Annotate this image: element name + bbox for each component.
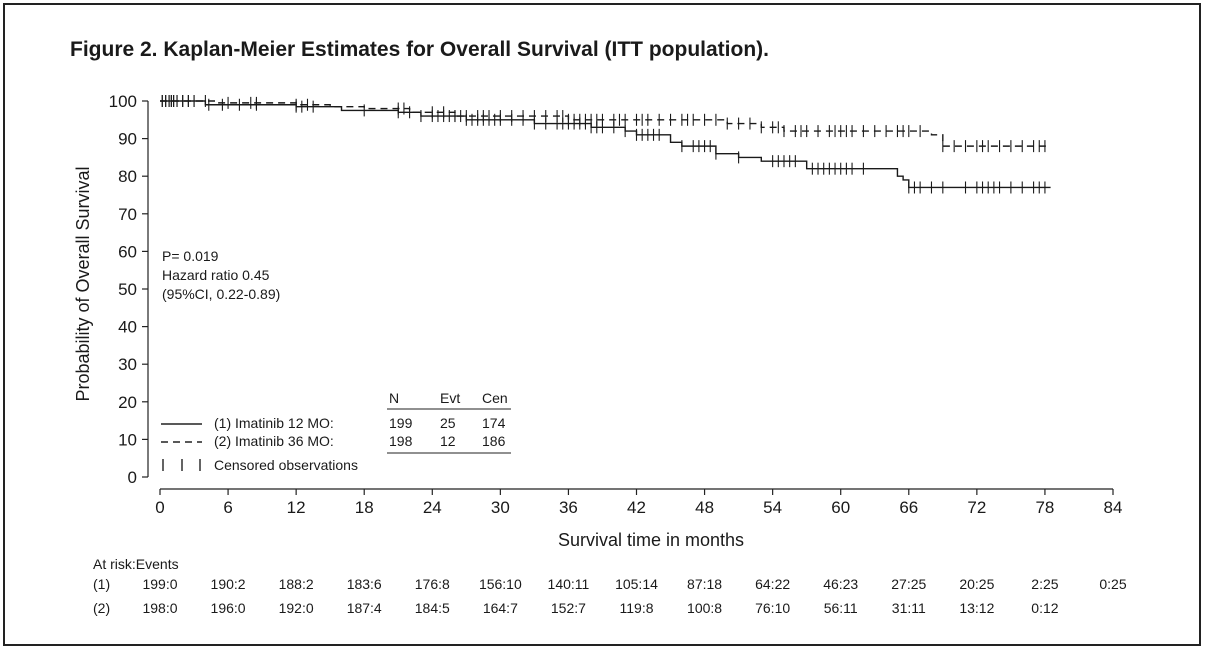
at-risk-value: 105:14 bbox=[615, 576, 658, 592]
x-tick-label: 48 bbox=[695, 498, 714, 517]
at-risk-value: 56:11 bbox=[824, 600, 858, 616]
legend-n-series-1: 199 bbox=[389, 415, 413, 431]
at-risk-value: 119:8 bbox=[620, 600, 654, 616]
y-tick-label: 10 bbox=[118, 430, 137, 449]
legend-censor-label: Censored observations bbox=[214, 457, 358, 473]
at-risk-value: 187:4 bbox=[347, 600, 382, 616]
at-risk-value: 13:12 bbox=[959, 600, 994, 616]
at-risk-value: 183:6 bbox=[347, 576, 382, 592]
at-risk-value: 198:0 bbox=[142, 600, 177, 616]
legend-label-series-1: (1) Imatinib 12 MO: bbox=[214, 415, 334, 431]
at-risk-value: 152:7 bbox=[551, 600, 586, 616]
x-tick-label: 12 bbox=[287, 498, 306, 517]
confidence-interval: (95%CI, 0.22-0.89) bbox=[162, 286, 280, 302]
at-risk-value: 46:23 bbox=[823, 576, 858, 592]
y-tick-label: 60 bbox=[118, 242, 137, 261]
at-risk-value: 184:5 bbox=[415, 600, 450, 616]
at-risk-value: 76:10 bbox=[755, 600, 790, 616]
at-risk-value: 87:18 bbox=[687, 576, 722, 592]
x-tick-label: 84 bbox=[1104, 498, 1123, 517]
at-risk-value: 2:25 bbox=[1031, 576, 1058, 592]
survival-curve-series-2 bbox=[160, 100, 1051, 147]
legend-header-cen: Cen bbox=[482, 390, 508, 406]
y-tick-label: 40 bbox=[118, 318, 137, 337]
at-risk-value: 31:11 bbox=[892, 600, 926, 616]
legend-label-series-2: (2) Imatinib 36 MO: bbox=[214, 433, 334, 449]
p-value: P= 0.019 bbox=[162, 248, 219, 264]
at-risk-value: 27:25 bbox=[891, 576, 926, 592]
y-axis-label: Probability of Overall Survival bbox=[73, 166, 93, 401]
x-tick-label: 36 bbox=[559, 498, 578, 517]
legend-censor-swatch bbox=[162, 459, 201, 471]
legend-evt-series-1: 25 bbox=[440, 415, 456, 431]
y-tick-label: 30 bbox=[118, 355, 137, 374]
x-tick-label: 0 bbox=[155, 498, 164, 517]
at-risk-value: 199:0 bbox=[142, 576, 177, 592]
at-risk-value: 190:2 bbox=[211, 576, 246, 592]
chart-axes: 0 10 20 30 40 50 60 70 80 90 100 0 6 12 18 24 30 36 42 48 54… bbox=[109, 92, 1123, 517]
x-tick-label: 60 bbox=[831, 498, 850, 517]
at-risk-value: 100:8 bbox=[687, 600, 722, 616]
y-tick-label: 70 bbox=[118, 205, 137, 224]
x-tick-label: 6 bbox=[223, 498, 232, 517]
legend-header-evt: Evt bbox=[440, 390, 460, 406]
legend-header-n: N bbox=[389, 390, 399, 406]
y-tick-label: 80 bbox=[118, 167, 137, 186]
at-risk-value: 64:22 bbox=[755, 576, 790, 592]
censor-marks bbox=[161, 95, 1046, 194]
at-risk-value: 196:0 bbox=[211, 600, 246, 616]
at-risk-value: 192:0 bbox=[279, 600, 314, 616]
at-risk-value: 188:2 bbox=[279, 576, 314, 592]
chart-legend: N Evt Cen (1) Imatinib 12 MO: 199 25 174… bbox=[161, 390, 511, 473]
at-risk-value: 140:11 bbox=[548, 576, 590, 592]
legend-n-series-2: 198 bbox=[389, 433, 413, 449]
at-risk-value: 0:25 bbox=[1099, 576, 1126, 592]
x-tick-label: 24 bbox=[423, 498, 442, 517]
hazard-ratio: Hazard ratio 0.45 bbox=[162, 267, 270, 283]
x-tick-label: 18 bbox=[355, 498, 374, 517]
y-tick-label: 90 bbox=[118, 130, 137, 149]
legend-evt-series-2: 12 bbox=[440, 433, 456, 449]
at-risk-table: At risk:Events (1) 199:0 190:2 188:2 183:6 17… bbox=[93, 556, 1127, 616]
x-tick-label: 30 bbox=[491, 498, 510, 517]
at-risk-value: 164:7 bbox=[483, 600, 518, 616]
x-tick-label: 66 bbox=[899, 498, 918, 517]
at-risk-value: 176:8 bbox=[415, 576, 450, 592]
y-tick-label: 20 bbox=[118, 393, 137, 412]
figure-title: Figure 2. Kaplan-Meier Estimates for Ove… bbox=[70, 38, 769, 61]
x-tick-label: 72 bbox=[967, 498, 986, 517]
figure-frame bbox=[3, 3, 1201, 646]
y-tick-label: 100 bbox=[109, 92, 137, 111]
survival-curves bbox=[160, 100, 1051, 189]
x-axis-label: Survival time in months bbox=[558, 530, 744, 550]
at-risk-header: At risk:Events bbox=[93, 556, 179, 572]
at-risk-row-label: (2) bbox=[93, 600, 110, 616]
y-tick-label: 0 bbox=[128, 468, 137, 487]
x-tick-label: 42 bbox=[627, 498, 646, 517]
survival-curve-series-1 bbox=[160, 100, 1051, 189]
at-risk-value: 20:25 bbox=[959, 576, 994, 592]
legend-cen-series-1: 174 bbox=[482, 415, 506, 431]
at-risk-value: 0:12 bbox=[1031, 600, 1058, 616]
at-risk-row-label: (1) bbox=[93, 576, 110, 592]
at-risk-value: 156:10 bbox=[479, 576, 522, 592]
legend-cen-series-2: 186 bbox=[482, 433, 506, 449]
y-tick-label: 50 bbox=[118, 280, 137, 299]
x-tick-label: 78 bbox=[1035, 498, 1054, 517]
x-tick-label: 54 bbox=[763, 498, 782, 517]
